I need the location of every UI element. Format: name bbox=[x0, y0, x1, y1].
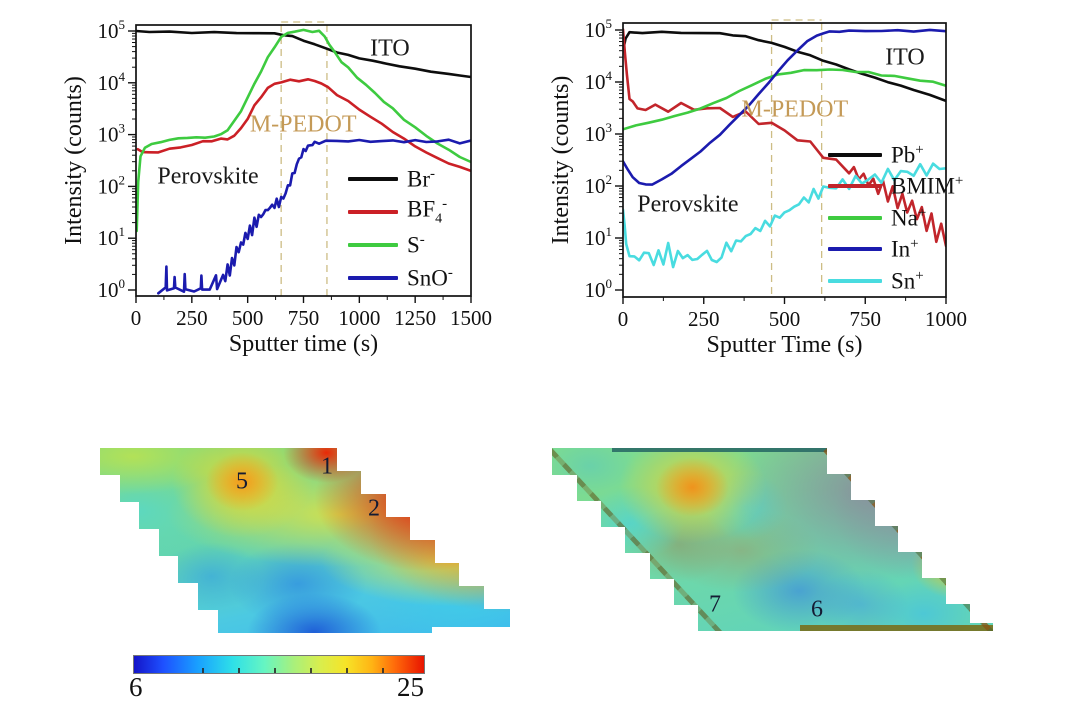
heatmap-right-surface bbox=[552, 448, 993, 631]
legend-label: SnO- bbox=[407, 264, 453, 291]
legend-label: BMIM+ bbox=[891, 173, 964, 200]
svg-text:100: 100 bbox=[98, 276, 126, 302]
svg-text:101: 101 bbox=[585, 224, 613, 250]
svg-text:1000: 1000 bbox=[338, 306, 380, 330]
legend-line-swatch bbox=[828, 152, 882, 157]
svg-text:750: 750 bbox=[288, 306, 320, 330]
x-axis-label: Sputter time (s) bbox=[229, 331, 378, 357]
legend-item: BF4- bbox=[348, 195, 453, 228]
legend-item: Na+ bbox=[828, 202, 963, 234]
legend-item: Br- bbox=[348, 162, 453, 195]
legend-line-swatch bbox=[828, 247, 882, 252]
svg-text:103: 103 bbox=[585, 120, 613, 146]
svg-text:104: 104 bbox=[98, 69, 126, 95]
svg-text:250: 250 bbox=[176, 306, 208, 330]
svg-text:102: 102 bbox=[585, 172, 613, 198]
annotation-ito: ITO bbox=[370, 35, 410, 62]
legend-label: S- bbox=[407, 231, 425, 258]
legend-line-swatch bbox=[828, 215, 882, 220]
legend-item: In+ bbox=[828, 234, 963, 266]
y-axis-label: Intensity (counts) bbox=[548, 76, 574, 245]
map-edge-artifact bbox=[612, 448, 828, 452]
legend-label: In+ bbox=[891, 236, 919, 263]
colorbar bbox=[133, 655, 425, 674]
colorbar-min-label: 6 bbox=[129, 672, 143, 702]
map-point-label-7: 7 bbox=[709, 591, 721, 618]
chart-plot-svg: 100 101 102 103 104 105 0 250 500 750 1000 Sputter … bbox=[548, 16, 967, 358]
legend-line-swatch bbox=[828, 184, 882, 189]
legend-line-swatch bbox=[348, 242, 398, 247]
legend-line-swatch bbox=[348, 176, 398, 181]
svg-text:500: 500 bbox=[232, 306, 264, 330]
map-edge-artifact bbox=[823, 448, 993, 631]
annotation-m-pedot: M-PEDOT bbox=[741, 96, 849, 123]
map-edge-artifact bbox=[800, 625, 993, 631]
svg-text:105: 105 bbox=[98, 17, 126, 43]
legend-item: Sn+ bbox=[828, 265, 963, 297]
legend-label: Na+ bbox=[891, 204, 927, 231]
map-point-label-1: 1 bbox=[321, 453, 333, 480]
legend-label: BF4- bbox=[407, 195, 448, 227]
map-point-label-5: 5 bbox=[236, 468, 248, 495]
map-point-label-2: 2 bbox=[368, 495, 380, 522]
sims-depth-profile-positive-ions: 100 101 102 103 104 105 0 250 500 750 1000 Sputter … bbox=[545, 0, 1057, 360]
svg-text:105: 105 bbox=[585, 16, 613, 42]
map-edge-artifact bbox=[552, 448, 723, 631]
colorbar-max-label: 25 bbox=[397, 672, 424, 702]
svg-text:0: 0 bbox=[131, 306, 142, 330]
x-axis-label: Sputter Time (s) bbox=[706, 332, 862, 358]
heatmap-left bbox=[100, 445, 512, 638]
annotation-perovskite: Perovskite bbox=[157, 163, 259, 190]
svg-text:104: 104 bbox=[585, 68, 613, 94]
heatmap-left-surface bbox=[100, 448, 510, 633]
y-axis-label: Intensity (counts) bbox=[61, 76, 87, 245]
legend-item: Pb+ bbox=[828, 139, 963, 171]
svg-text:250: 250 bbox=[688, 307, 720, 331]
map-point-label-6: 6 bbox=[811, 596, 823, 623]
annotation-ito: ITO bbox=[885, 44, 925, 71]
svg-text:103: 103 bbox=[98, 121, 126, 147]
svg-text:1500: 1500 bbox=[450, 306, 492, 330]
legend-item: BMIM+ bbox=[828, 171, 963, 203]
annotation-perovskite: Perovskite bbox=[637, 191, 739, 218]
svg-text:102: 102 bbox=[98, 172, 126, 198]
legend-line-swatch bbox=[348, 209, 398, 214]
svg-text:500: 500 bbox=[769, 307, 801, 331]
svg-text:750: 750 bbox=[850, 307, 882, 331]
svg-text:1000: 1000 bbox=[925, 307, 967, 331]
svg-text:1250: 1250 bbox=[394, 306, 436, 330]
legend-label: Br- bbox=[407, 165, 435, 192]
chart-legend: Br- BF4- S- SnO- bbox=[348, 162, 453, 294]
legend-item: SnO- bbox=[348, 261, 453, 294]
chart-plot-svg: 100 101 102 103 104 105 0 250 500 750 1000 1250 1500… bbox=[61, 17, 492, 357]
annotation-m-pedot: M-PEDOT bbox=[249, 111, 357, 138]
sims-depth-profile-negative-ions: 100 101 102 103 104 105 0 250 500 750 1000 1250 1500… bbox=[60, 0, 540, 360]
legend-line-swatch bbox=[828, 278, 882, 283]
svg-text:0: 0 bbox=[618, 307, 629, 331]
legend-label: Sn+ bbox=[891, 267, 924, 294]
chart-legend: Pb+ BMIM+ Na+ In+ Sn+ bbox=[828, 139, 963, 297]
svg-text:101: 101 bbox=[98, 224, 126, 250]
legend-item: S- bbox=[348, 228, 453, 261]
svg-text:100: 100 bbox=[585, 276, 613, 302]
legend-label: Pb+ bbox=[891, 141, 924, 168]
legend-line-swatch bbox=[348, 275, 398, 280]
heatmap-right bbox=[550, 445, 995, 637]
